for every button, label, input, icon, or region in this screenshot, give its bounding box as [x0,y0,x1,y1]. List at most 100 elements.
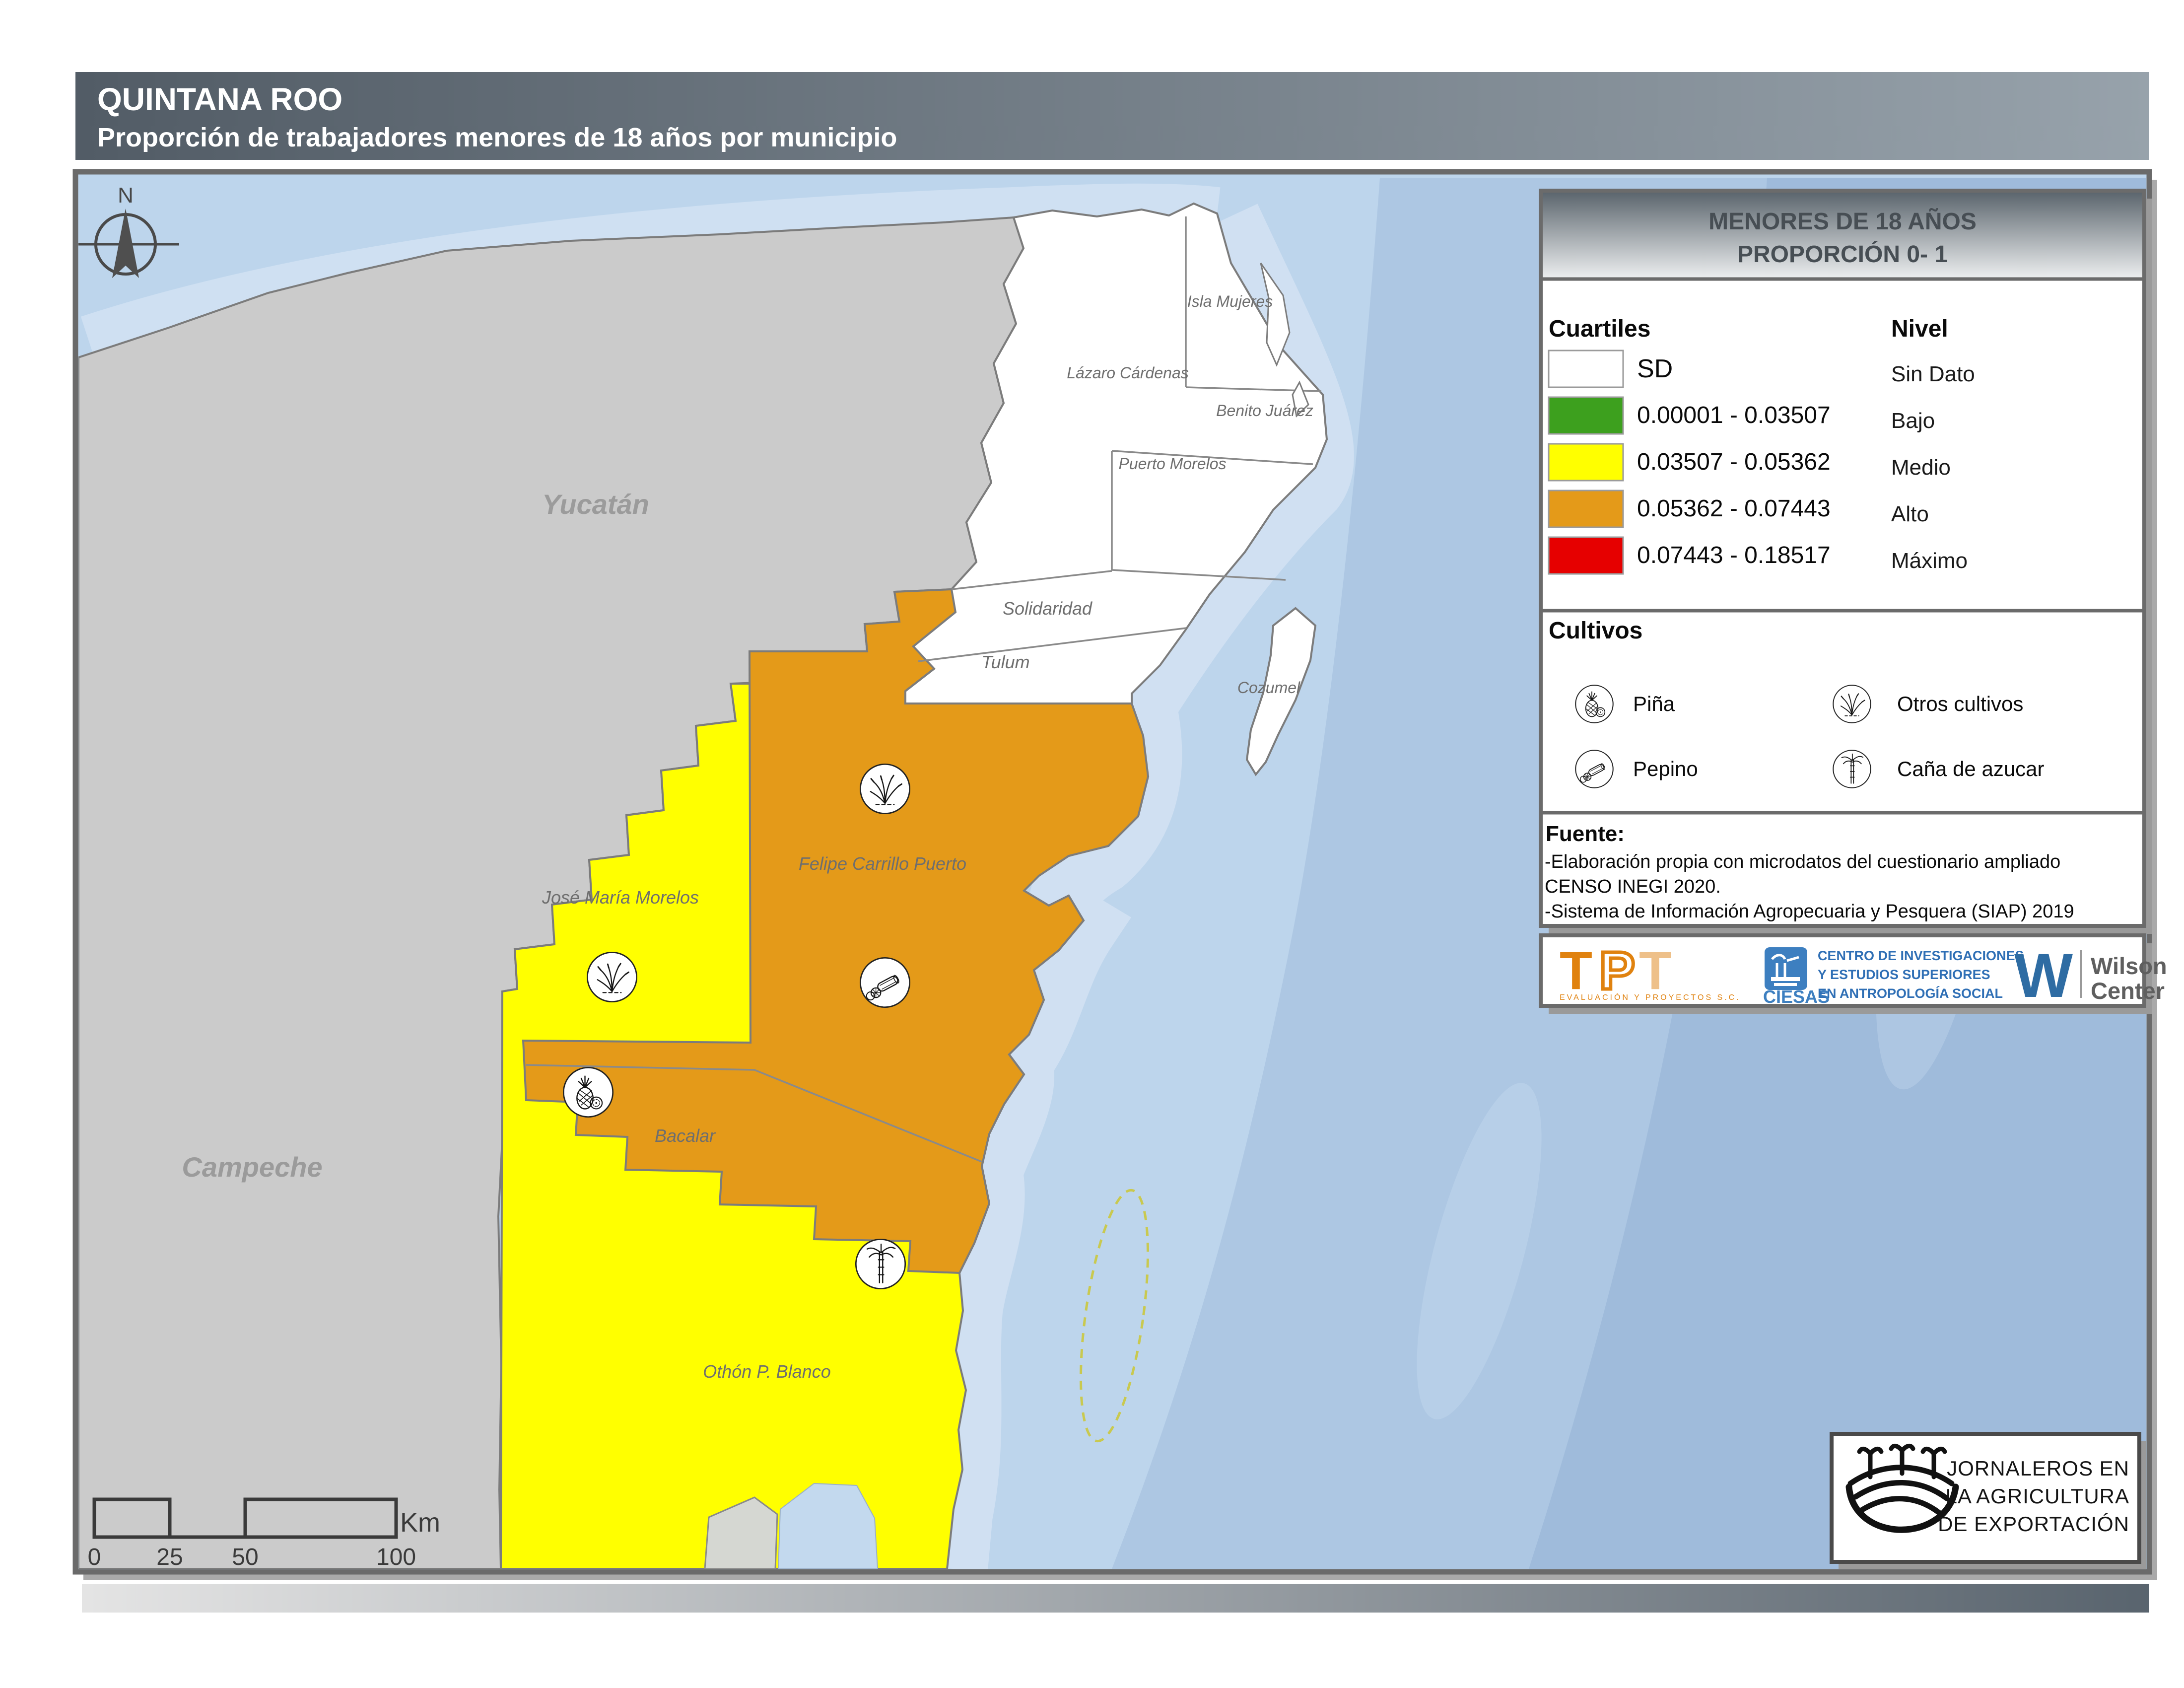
municipality-label: Isla Mujeres [1187,292,1273,310]
legend-header-background [1543,193,2142,278]
page-subtitle: Proporción de trabajadores menores de 18… [97,123,897,152]
title-bar-background [75,72,2149,160]
crop-label: Caña de azucar [1897,757,2045,780]
compass-rose: N [78,183,179,278]
crop-label: Otros cultivos [1897,692,2023,715]
jornaleros-text-line: DE EXPORTACIÓN [1938,1512,2129,1536]
other-crops-icon [1833,685,1871,723]
scale-segment [243,1497,398,1539]
crop-label: Piña [1633,692,1675,715]
swatch-sin-dato [1548,350,1624,388]
page-title: QUINTANA ROO [97,81,342,117]
tpt-letter: T [1560,940,1592,1000]
state-label-yucatan: Yucatán [542,489,649,520]
pineapple-icon [562,1066,614,1118]
scale-tick: 25 [156,1544,183,1570]
logos-box [1539,933,2146,1008]
level-label: Medio [1891,455,1951,480]
ciesas-name-line: Y ESTUDIOS SUPERIORES [1818,967,1990,982]
municipality-label: Tulum [981,652,1029,672]
level-label: Sin Dato [1891,362,1975,386]
legend-title-line1: MENORES DE 18 AÑOS [1708,208,1977,235]
cucumber-icon [859,957,911,1008]
border-lazaro-solidaridad [951,570,1112,590]
jornaleros-badge: JORNALEROS EN LA AGRICULTURA DE EXPORTAC… [1830,1432,2141,1564]
sugarcane-icon [855,1238,906,1290]
municipality-label: Bacalar [655,1125,716,1146]
legend-title-line2: PROPORCIÓN 0- 1 [1737,240,1948,268]
source-line: -Sistema de Información Agropecuaria y P… [1545,901,2074,922]
logos-panel: T P T EVALUACIÓN Y PROYECTOS S.C. CIESAS… [1539,933,2167,1010]
crops-heading: Cultivos [1549,618,1642,644]
ciesas-pictogram-base [1771,977,1800,981]
jornaleros-box [1830,1432,2141,1564]
footer-gradient-bar [82,1584,2149,1613]
other-crops-icon [586,951,638,1003]
legend-row: 0.07443 - 0.18517 Máximo [1548,536,1968,575]
swatch-maximo [1548,536,1624,575]
level-label: Máximo [1891,549,1968,573]
jornaleros-text-line: LA AGRICULTURA [1946,1484,2129,1508]
legend-row: 0.05362 - 0.07443 Alto [1548,490,1929,528]
scale-bar: Km 0 25 50 100 [88,1497,440,1570]
quartile-range: 0.03507 - 0.05362 [1637,449,1831,475]
wilson-name-line: Center [2091,978,2165,1004]
quartile-range: SD [1637,354,1673,383]
compass-north-label: N [118,183,134,208]
other-crops-icon [859,763,911,815]
source-line: -Elaboración propia con microdatos del c… [1545,851,2060,872]
wilson-name-line: Wilson [2091,953,2167,979]
legend-panel: MENORES DE 18 AÑOS PROPORCIÓN 0- 1 Cuart… [1539,189,2146,928]
state-label-campeche: Campeche [182,1151,322,1183]
swatch-bajo [1548,396,1624,435]
quartiles-heading: Cuartiles [1549,316,1650,342]
quartile-range: 0.05362 - 0.07443 [1637,495,1831,522]
border-puertomorelos-solidaridad [1111,451,1286,581]
municipality-label: Puerto Morelos [1119,455,1227,473]
source-line: CENSO INEGI 2020. [1545,876,1721,897]
ciesas-logo: CIESAS CENTRO DE INVESTIGACIONES Y ESTUD… [1763,947,2024,1007]
ciesas-pictogram-base [1774,983,1797,986]
title-bar: QUINTANA ROO Proporción de trabajadores … [75,72,2149,160]
municipality-label: José María Morelos [542,887,699,908]
wilson-monogram: W [2014,941,2073,1010]
pineapple-icon [1575,685,1614,723]
jornaleros-text-line: JORNALEROS EN [1947,1457,2129,1480]
quartile-range: 0.00001 - 0.03507 [1637,402,1831,428]
scale-tick: 50 [232,1544,258,1570]
scale-unit: Km [400,1508,440,1538]
tpt-logo: T P T EVALUACIÓN Y PROYECTOS S.C. [1560,939,1741,1002]
cucumber-icon [1575,750,1614,788]
ciesas-pictogram [1771,954,1799,977]
quartile-range: 0.07443 - 0.18517 [1637,542,1831,568]
tpt-letter: P [1599,940,1635,1000]
level-label: Alto [1891,502,1929,526]
municipality-label: Felipe Carrillo Puerto [799,853,966,874]
municipality-label: Benito Juárez [1216,402,1313,420]
border-benitojuarez-puertomorelos [1111,450,1313,465]
belize-strip [704,1496,778,1569]
scale-tick: 100 [376,1544,416,1570]
island-cozumel [1245,607,1317,776]
border-fcp-bacalar [526,1064,982,1163]
ciesas-name-line: EN ANTROPOLOGÍA SOCIAL [1818,985,2003,1001]
crop-label: Pepino [1633,757,1698,780]
ciesas-name-line: CENTRO DE INVESTIGACIONES [1818,948,2024,963]
compass-needle [112,209,139,278]
legend-row: SD Sin Dato [1548,350,1975,388]
wilson-center-logo: W Wilson Center [2014,941,2167,1010]
source-heading: Fuente: [1546,822,1625,846]
swatch-medio [1548,443,1624,482]
legend-row: 0.00001 - 0.03507 Bajo [1548,396,1935,435]
level-heading: Nivel [1891,316,1948,342]
tpt-letter: T [1639,940,1672,1000]
tpt-caption: EVALUACIÓN Y PROYECTOS S.C. [1560,992,1741,1002]
municipality-label: Solidaridad [1003,598,1092,619]
ciesas-acronym: CIESAS [1763,986,1830,1007]
legend-row: 0.03507 - 0.05362 Medio [1548,443,1951,482]
municipality-shape-sin-dato [904,202,1328,704]
island-small [1292,380,1309,418]
banco-chinchorro-atoll [1079,1189,1150,1443]
municipality-label: Cozumel [1237,679,1300,697]
